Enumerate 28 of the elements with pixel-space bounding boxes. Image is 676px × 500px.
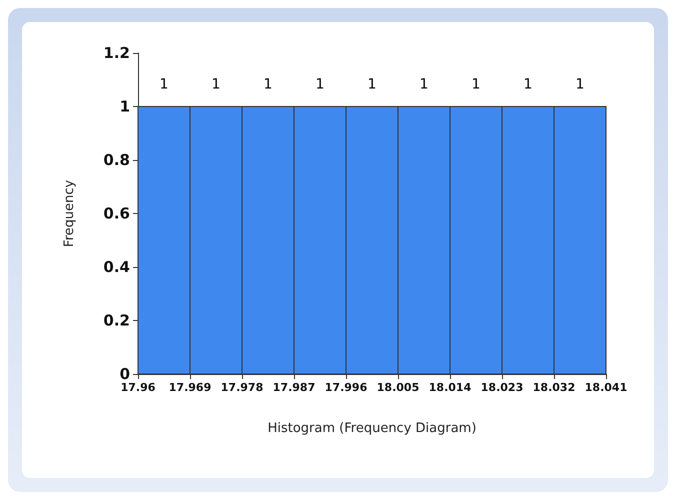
data-label: 1 [524, 76, 532, 92]
x-tick-label: 18.023 [480, 381, 524, 394]
x-tick-label: 17.978 [220, 381, 264, 394]
x-tick-label: 17.96 [120, 381, 156, 394]
x-tick-label: 17.987 [272, 381, 316, 394]
y-tick-label: 0.6 [103, 204, 130, 222]
data-label: 1 [316, 76, 324, 92]
x-tick-label: 18.032 [532, 381, 576, 394]
x-tick-label: 18.005 [376, 381, 420, 394]
data-label: 1 [472, 76, 480, 92]
y-tick-label: 1 [120, 98, 130, 116]
y-tick-label: 1.2 [103, 44, 130, 62]
data-label: 1 [160, 76, 168, 92]
x-tick-label: 18.041 [584, 381, 628, 394]
x-tick-label: 17.969 [168, 381, 212, 394]
x-axis-title: Histogram (Frequency Diagram) [268, 421, 476, 436]
data-label: 1 [420, 76, 428, 92]
x-tick-label: 18.014 [428, 381, 472, 394]
y-tick-label: 0.4 [103, 258, 130, 276]
data-label: 1 [368, 76, 376, 92]
data-label: 1 [576, 76, 584, 92]
data-label: 1 [264, 76, 272, 92]
y-axis-title: Frequency [62, 180, 77, 248]
y-tick-label: 0 [120, 365, 130, 383]
data-label: 1 [212, 76, 220, 92]
x-tick-label: 17.996 [324, 381, 368, 394]
y-tick-label: 0.8 [103, 151, 130, 169]
y-tick-label: 0.2 [103, 312, 130, 330]
